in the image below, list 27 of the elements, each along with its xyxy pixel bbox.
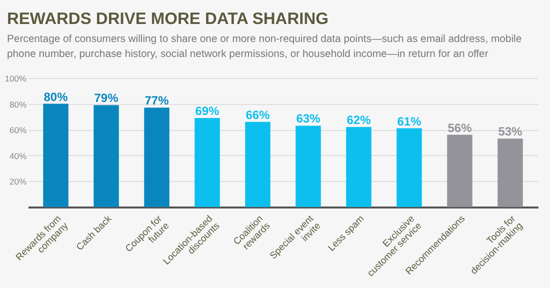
data-label: 63% xyxy=(296,112,321,126)
y-tick-label: 80% xyxy=(9,99,27,110)
bar xyxy=(144,108,170,207)
data-label: 56% xyxy=(448,120,472,135)
y-tick-label: 100% xyxy=(4,74,27,84)
bar xyxy=(94,105,119,207)
bar xyxy=(194,118,220,207)
data-label: 62% xyxy=(346,113,372,128)
bar xyxy=(43,104,68,207)
data-label: 61% xyxy=(397,114,422,128)
data-label: 77% xyxy=(144,94,170,108)
data-label: 53% xyxy=(498,124,523,139)
y-tick-label: 40% xyxy=(9,150,27,161)
bar xyxy=(498,138,523,207)
bar xyxy=(396,128,422,207)
bar xyxy=(346,127,372,207)
data-label: 80% xyxy=(44,90,68,104)
chart-subtitle: Percentage of consumers willing to share one or more non-required data points—such as email address, mobile phone number, purchase history, social network permissions, or household income—in return for an offer xyxy=(6,33,523,62)
data-label: 79% xyxy=(94,91,119,106)
chart-title: REWARDS DRIVE MORE DATA SHARING xyxy=(6,9,330,29)
data-label: 69% xyxy=(195,104,220,118)
bar xyxy=(245,122,270,207)
y-tick-label: 60% xyxy=(9,125,27,136)
bar xyxy=(447,134,472,207)
y-tick-label: 20% xyxy=(9,176,27,187)
data-label: 66% xyxy=(246,108,270,122)
bar xyxy=(296,126,321,207)
